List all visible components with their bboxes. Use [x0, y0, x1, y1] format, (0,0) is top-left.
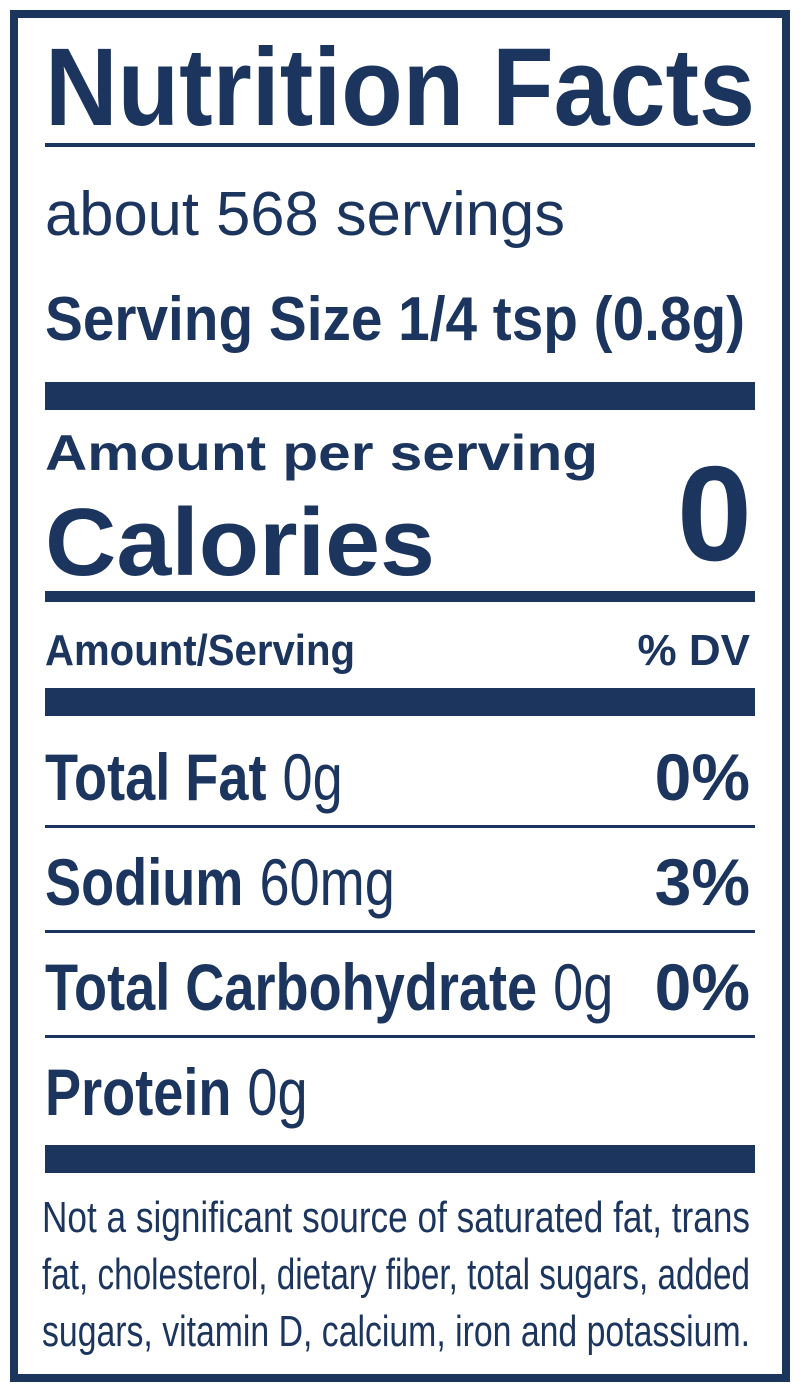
rule — [45, 825, 755, 828]
calories-label: Calories — [45, 489, 435, 596]
nutrient-dv: 0% — [655, 740, 750, 814]
rule — [45, 1035, 755, 1038]
medium-bar — [45, 591, 755, 602]
rule — [45, 143, 755, 147]
title: Nutrition Facts — [45, 26, 755, 149]
footnote-line: fat, cholesterol, dietary fiber, total s… — [42, 1250, 750, 1299]
calories-value: 0 — [677, 438, 752, 589]
nutrient-name: Sodium — [45, 845, 243, 919]
nutrient-name: Protein — [45, 1055, 231, 1129]
nutrient-rows: Total Fat 0g 0%Sodium 60mg 3%Total Carbohydr… — [45, 740, 755, 1129]
nutrient-name: Total Carbohydrate — [45, 950, 537, 1024]
nutrient-dv: 0% — [655, 950, 750, 1024]
thick-bar — [45, 382, 755, 410]
nutrient-amount: 0g — [247, 1055, 307, 1129]
footnote-line: Not a significant source of saturated fa… — [42, 1193, 750, 1242]
amount-per-serving: Amount per serving — [45, 425, 598, 481]
thick-bar — [45, 688, 755, 716]
column-left: Amount/Serving — [45, 626, 355, 675]
nutrient-amount: 0g — [282, 740, 342, 814]
serving-size: Serving Size 1/4 tsp (0.8g) — [45, 285, 745, 354]
nutrient-dv: 3% — [655, 845, 750, 919]
servings: about 568 servings — [45, 180, 565, 249]
rule — [45, 930, 755, 933]
nutrient-amount: 0g — [553, 950, 613, 1024]
column-right: % DV — [638, 626, 751, 675]
footnote-line: sugars, vitamin D, calcium, iron and pot… — [42, 1307, 750, 1356]
thick-bar — [45, 1145, 755, 1173]
nutrient-amount: 60mg — [259, 845, 394, 919]
nutrient-name: Total Fat — [45, 740, 266, 814]
footnote: Not a significant source of saturated fa… — [42, 1193, 750, 1356]
